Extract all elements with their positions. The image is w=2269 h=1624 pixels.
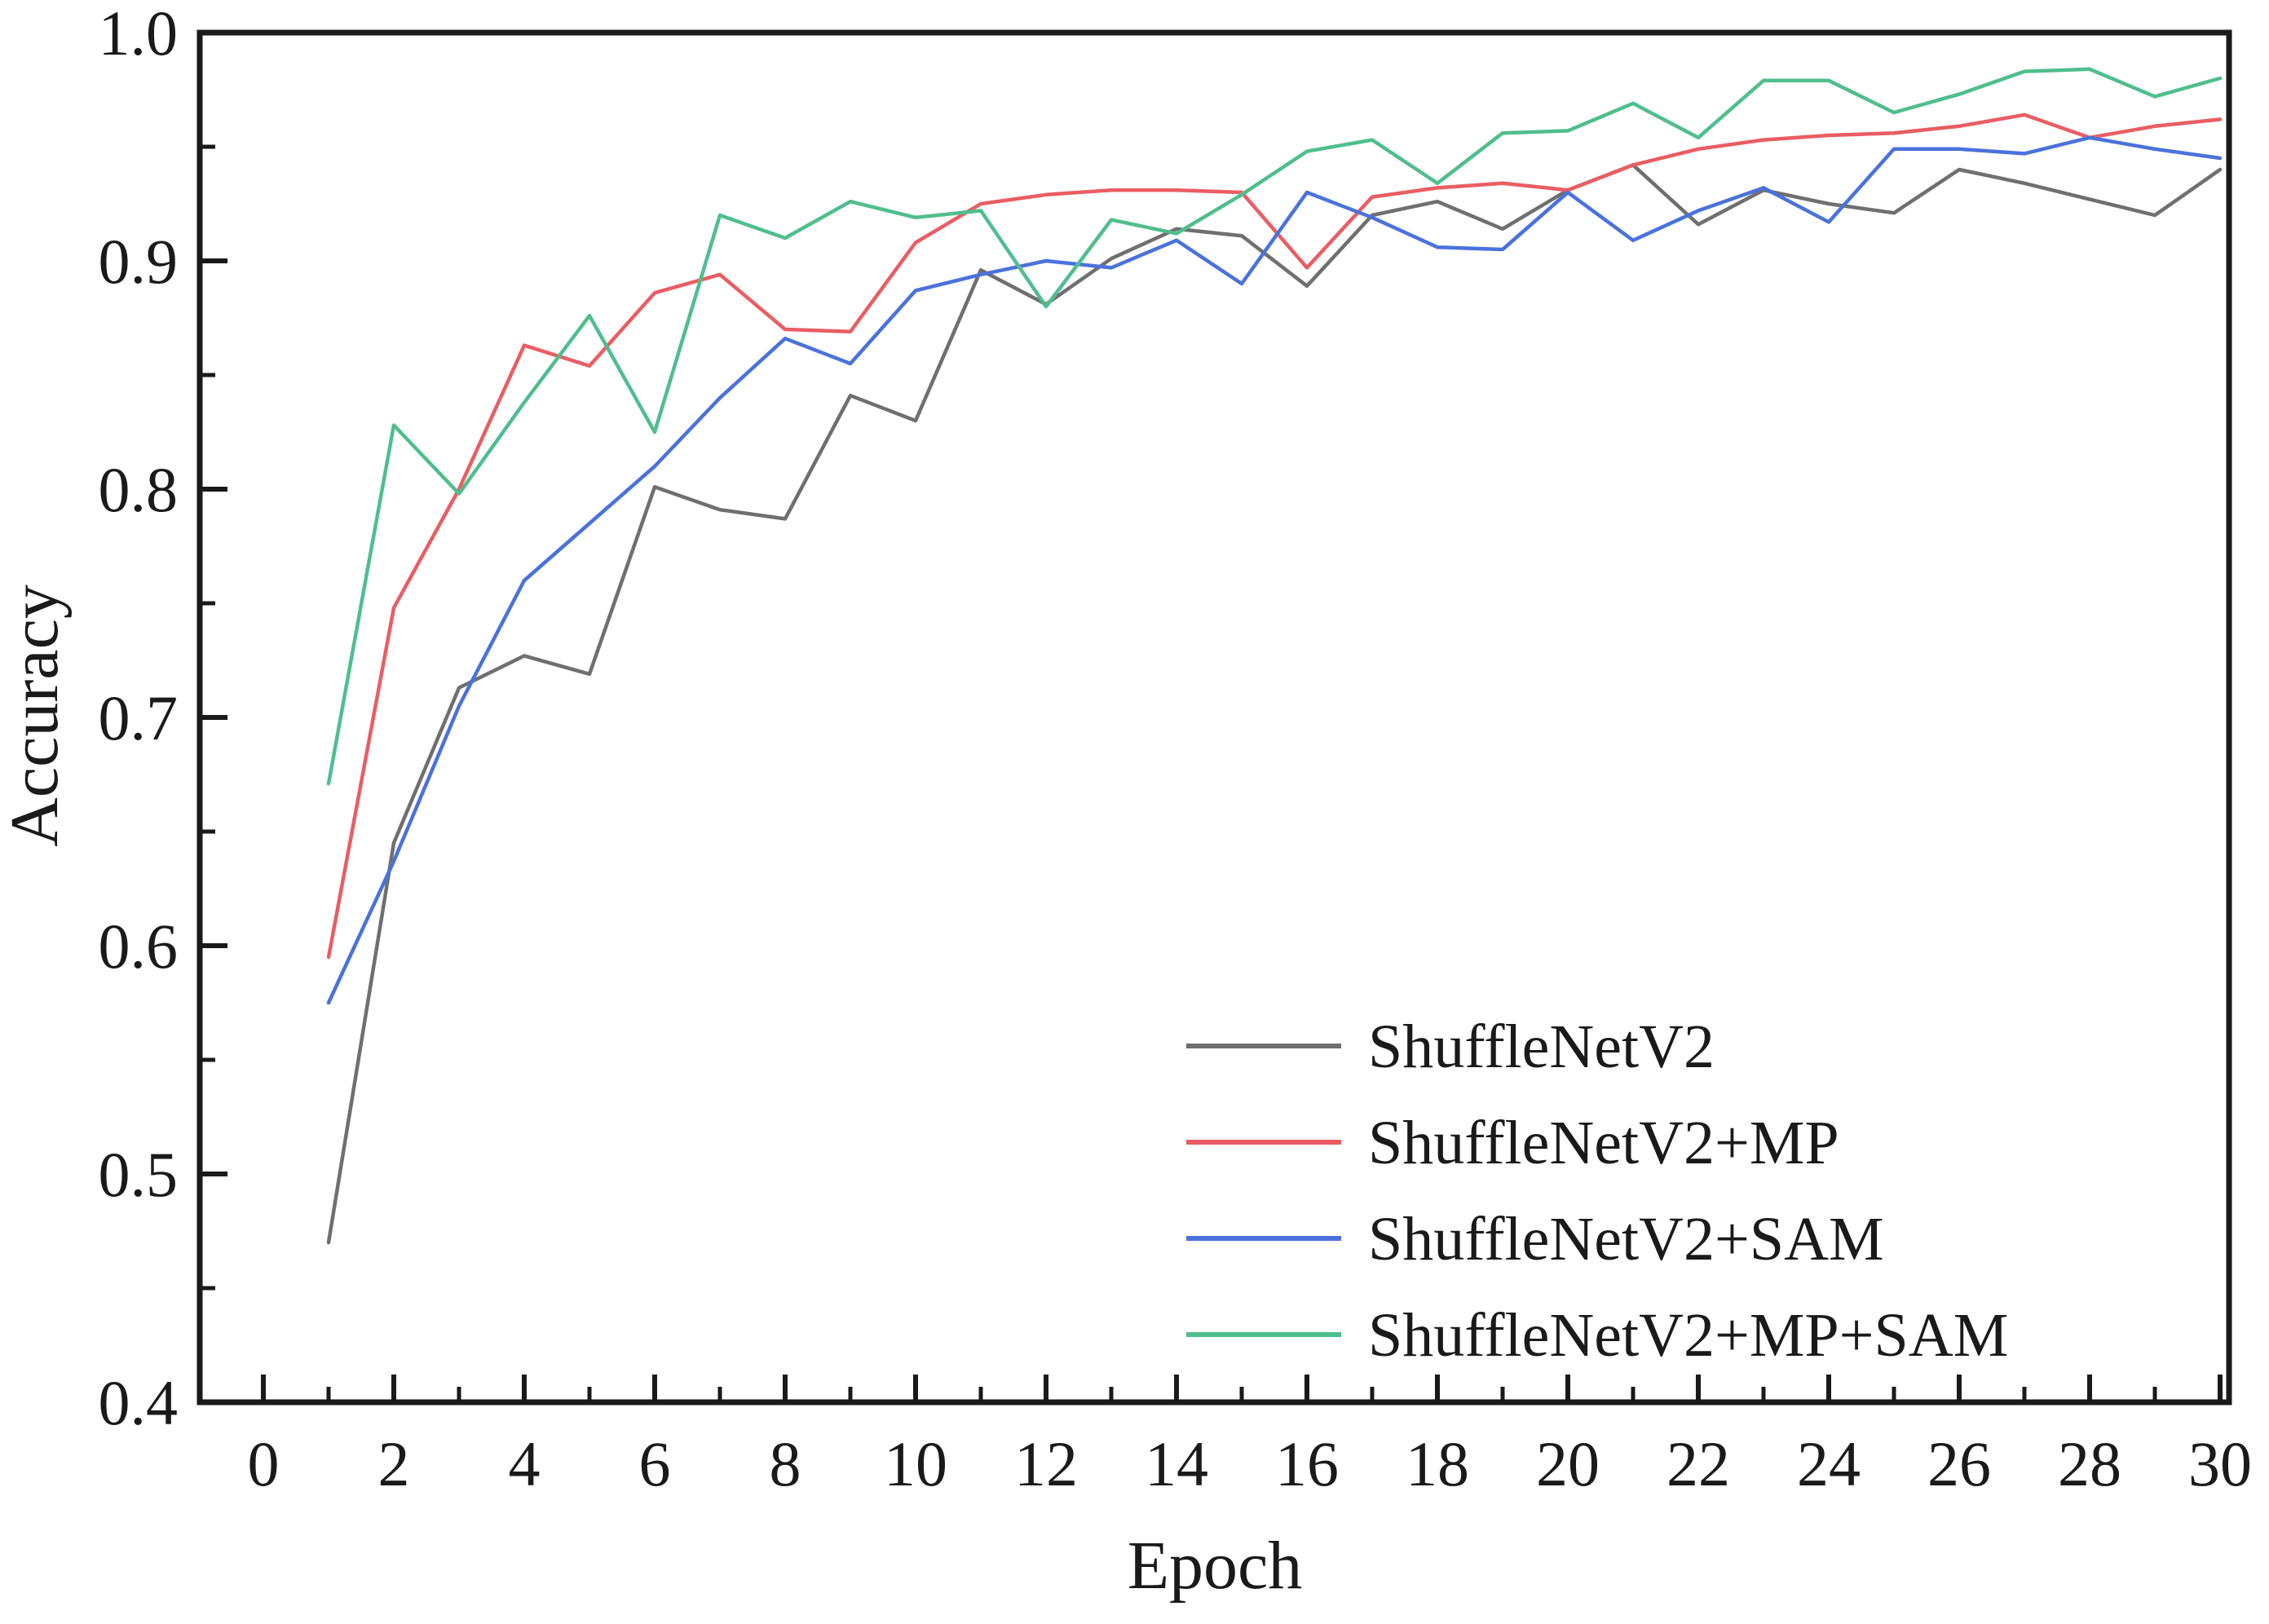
y-tick-label: 0.7 xyxy=(99,682,179,753)
x-tick-label: 18 xyxy=(1406,1428,1469,1499)
plot-frame xyxy=(196,29,2232,1406)
legend-label-shufflenetv2-mp-sam: ShuffleNetV2+MP+SAM xyxy=(1368,1301,2008,1370)
x-tick-label: 22 xyxy=(1666,1428,1730,1499)
x-tick-label: 16 xyxy=(1275,1428,1339,1499)
series-line-shufflenetv2-mp-sam xyxy=(326,67,2223,786)
x-tick-label: 6 xyxy=(639,1428,671,1499)
y-tick-label: 0.6 xyxy=(99,911,179,982)
series-line-shufflenetv2-mp xyxy=(326,113,2223,960)
legend-label-shufflenetv2: ShuffleNetV2 xyxy=(1368,1013,1715,1081)
y-tick-label: 0.4 xyxy=(99,1367,179,1438)
x-tick-label: 24 xyxy=(1797,1428,1861,1499)
x-tick-labels: 0 2 4 6 8 10 12 14 16 18 20 22 24 26 28 30 xyxy=(248,1428,2253,1499)
x-tick-label: 8 xyxy=(770,1428,801,1499)
series-line-shufflenetv2-sam xyxy=(326,135,2223,1005)
legend-label-shufflenetv2-sam: ShuffleNetV2+SAM xyxy=(1368,1205,1884,1273)
x-tick-label: 12 xyxy=(1014,1428,1078,1499)
legend: ShuffleNetV2 ShuffleNetV2+MP ShuffleNetV… xyxy=(1186,1013,2008,1370)
x-tick-label: 4 xyxy=(509,1428,541,1499)
x-tick-label: 10 xyxy=(884,1428,947,1499)
y-tick-label: 1.0 xyxy=(99,0,179,68)
x-tick-label: 2 xyxy=(378,1428,410,1499)
legend-label-shufflenetv2-mp: ShuffleNetV2+MP xyxy=(1368,1109,1839,1177)
x-tick-label: 30 xyxy=(2188,1428,2252,1499)
x-axis-title: Epoch xyxy=(1128,1528,1303,1604)
y-axis-title: Accuracy xyxy=(0,585,73,847)
x-tick-label: 28 xyxy=(2058,1428,2121,1499)
axis-ticks xyxy=(200,30,2223,1405)
x-tick-label: 20 xyxy=(1536,1428,1600,1499)
y-tick-label: 0.8 xyxy=(99,454,179,525)
y-tick-label: 0.9 xyxy=(99,226,179,297)
x-tick-label: 0 xyxy=(248,1428,280,1499)
axes-frame xyxy=(196,29,2232,1406)
x-tick-label: 26 xyxy=(1927,1428,1991,1499)
y-tick-label: 0.5 xyxy=(99,1139,179,1210)
y-tick-labels: 0.4 0.5 0.6 0.7 0.8 0.9 1.0 xyxy=(99,0,179,1438)
x-tick-label: 14 xyxy=(1145,1428,1208,1499)
series-lines xyxy=(326,67,2223,1245)
series-line-shufflenetv2 xyxy=(326,163,2223,1245)
